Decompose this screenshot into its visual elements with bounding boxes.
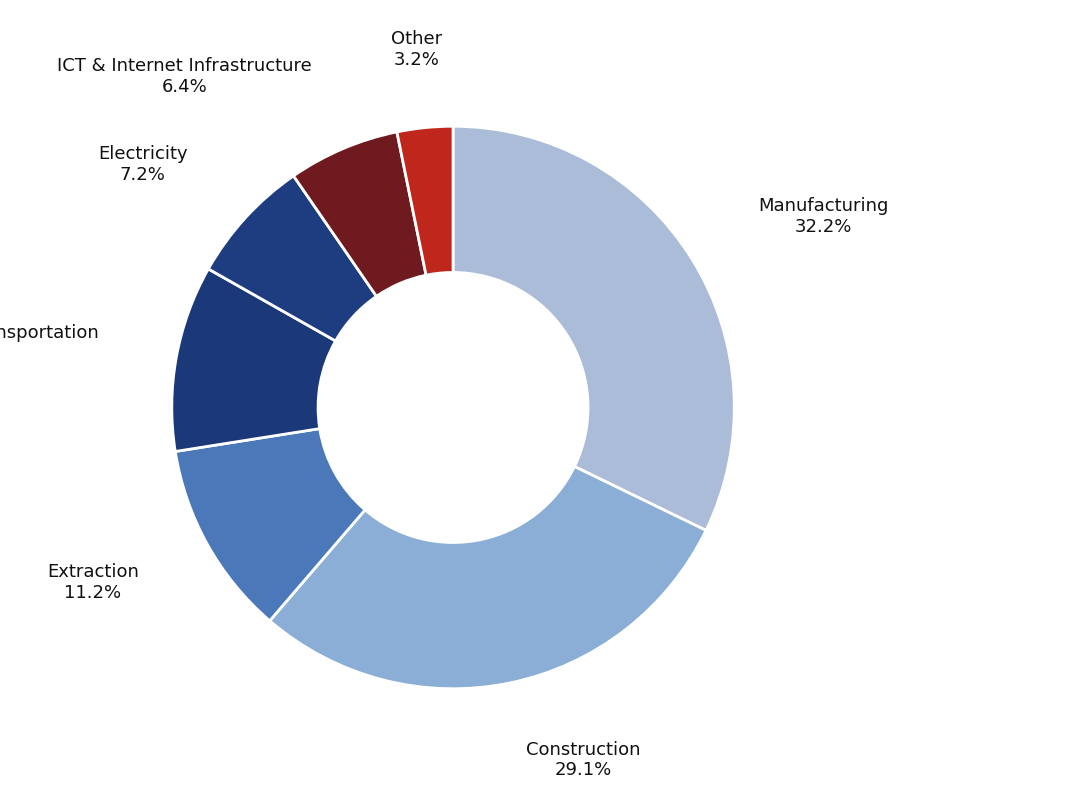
Text: ICT & Internet Infrastructure
6.4%: ICT & Internet Infrastructure 6.4% <box>58 57 312 96</box>
Text: Extraction
11.2%: Extraction 11.2% <box>47 563 139 602</box>
Wedge shape <box>175 428 365 621</box>
Wedge shape <box>172 269 336 451</box>
Wedge shape <box>453 126 734 531</box>
Wedge shape <box>208 176 376 341</box>
Text: Manufacturing
32.2%: Manufacturing 32.2% <box>758 197 889 236</box>
Text: Logistics, Distribution & Transportation
10.7%: Logistics, Distribution & Transportation… <box>0 324 99 363</box>
Text: Construction
29.1%: Construction 29.1% <box>526 741 641 779</box>
Text: Other
3.2%: Other 3.2% <box>391 30 442 69</box>
Text: Electricity
7.2%: Electricity 7.2% <box>98 145 188 184</box>
Wedge shape <box>397 126 453 275</box>
Wedge shape <box>293 132 426 296</box>
Wedge shape <box>270 467 706 689</box>
